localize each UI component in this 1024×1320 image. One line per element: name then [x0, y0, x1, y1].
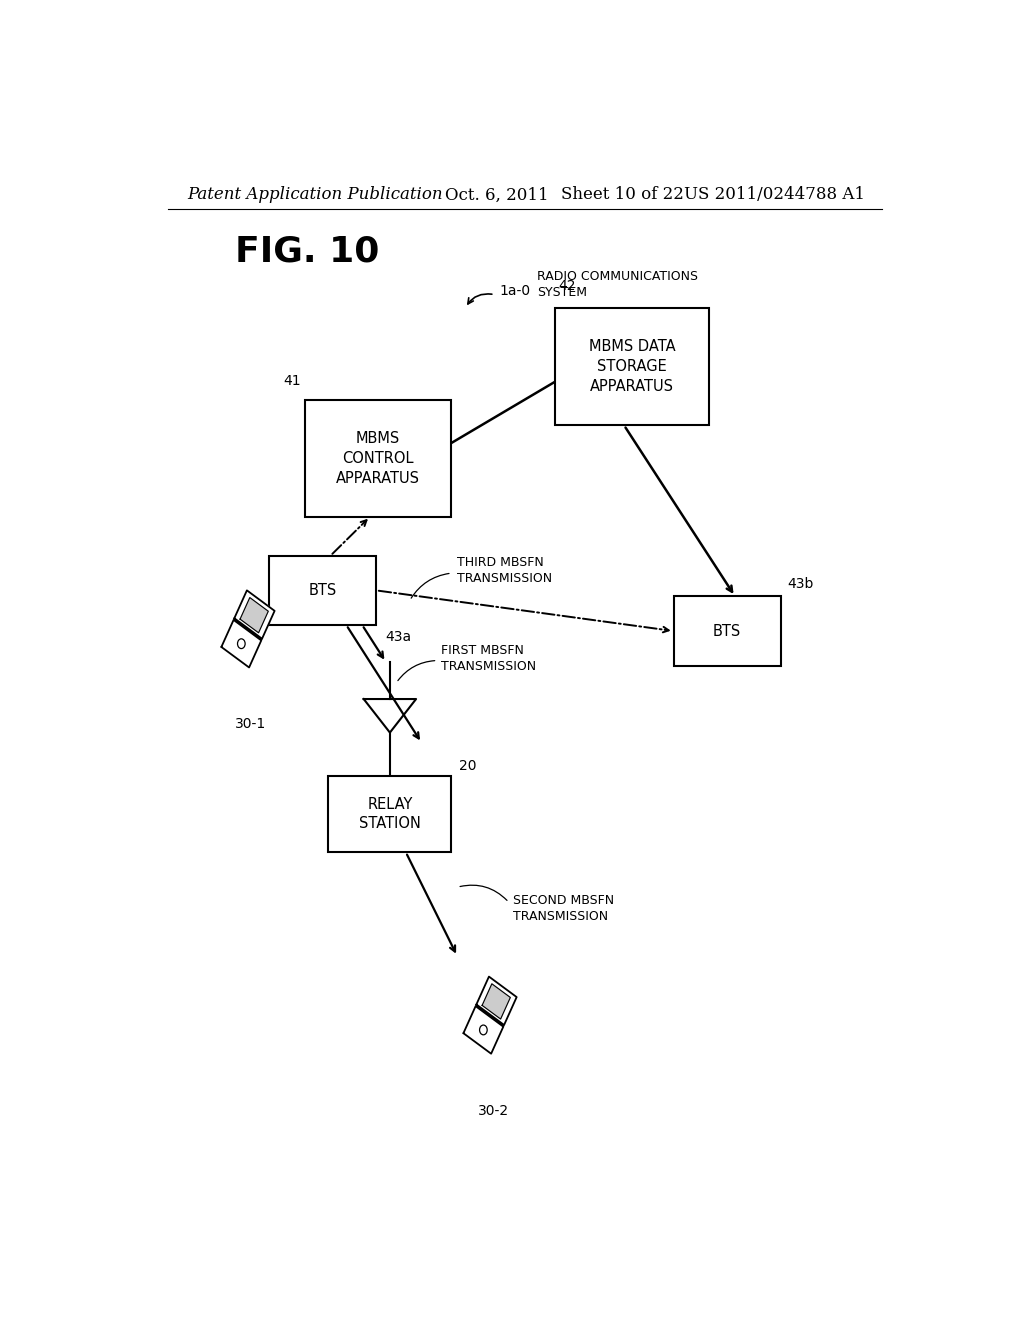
Bar — [555, 309, 710, 425]
Polygon shape — [240, 598, 268, 632]
Polygon shape — [464, 1006, 504, 1053]
Bar — [674, 597, 780, 665]
Text: 20: 20 — [460, 759, 477, 772]
Text: MBMS
CONTROL
APPARATUS: MBMS CONTROL APPARATUS — [336, 430, 420, 486]
Bar — [304, 400, 452, 516]
Polygon shape — [221, 620, 261, 668]
Text: RADIO COMMUNICATIONS
SYSTEM: RADIO COMMUNICATIONS SYSTEM — [537, 269, 697, 298]
Text: FIRST MBSFN
TRANSMISSION: FIRST MBSFN TRANSMISSION — [441, 644, 537, 673]
Text: 30-1: 30-1 — [236, 718, 266, 731]
Text: MBMS DATA
STORAGE
APPARATUS: MBMS DATA STORAGE APPARATUS — [589, 339, 675, 395]
Bar — [269, 556, 376, 624]
Bar — [329, 776, 452, 853]
Text: 43a: 43a — [385, 630, 412, 644]
Text: THIRD MBSFN
TRANSMISSION: THIRD MBSFN TRANSMISSION — [458, 556, 553, 585]
Text: Oct. 6, 2011: Oct. 6, 2011 — [445, 186, 549, 203]
Text: Patent Application Publication: Patent Application Publication — [187, 186, 443, 203]
Text: SECOND MBSFN
TRANSMISSION: SECOND MBSFN TRANSMISSION — [513, 894, 614, 923]
Polygon shape — [234, 590, 274, 639]
Text: 41: 41 — [283, 375, 301, 388]
Text: 30-2: 30-2 — [477, 1104, 509, 1118]
Polygon shape — [476, 977, 517, 1024]
Text: RELAY
STATION: RELAY STATION — [359, 796, 421, 832]
Text: US 2011/0244788 A1: US 2011/0244788 A1 — [684, 186, 864, 203]
Text: BTS: BTS — [308, 583, 337, 598]
Text: FIG. 10: FIG. 10 — [236, 235, 380, 269]
Text: 43b: 43b — [787, 577, 813, 591]
Circle shape — [238, 639, 245, 648]
Text: 42: 42 — [558, 279, 577, 293]
Text: Sheet 10 of 22: Sheet 10 of 22 — [560, 186, 683, 203]
Circle shape — [479, 1026, 487, 1035]
Text: 1a-0: 1a-0 — [500, 284, 530, 297]
Text: BTS: BTS — [713, 623, 741, 639]
Polygon shape — [482, 983, 510, 1019]
